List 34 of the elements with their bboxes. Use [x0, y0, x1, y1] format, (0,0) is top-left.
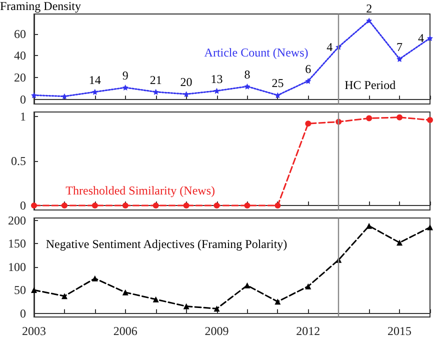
y-tick-label: 150: [8, 236, 26, 251]
x-tick-label: 2003: [22, 324, 46, 338]
series-label: Thresholded Similarity (News): [66, 184, 215, 198]
x-tick-label: 2015: [388, 324, 412, 338]
y-tick-label: 0.5: [11, 154, 26, 168]
x-tick-label: 2009: [204, 324, 229, 338]
y-tick-label: 50: [14, 283, 26, 298]
y-tick-label: 100: [8, 260, 26, 274]
annotation: 9: [122, 68, 128, 83]
text: Negative Sentiment Adjectives (Framing Polarity): [46, 236, 288, 251]
x-tick-label: 2012: [296, 324, 320, 338]
annotation: 4: [326, 40, 333, 54]
y-tick-label: 0: [20, 198, 26, 213]
y-tick-label: 0: [20, 306, 26, 320]
y-tick-label: 0: [20, 92, 26, 107]
annotation: 8: [244, 67, 250, 82]
ref-line-label: HC Period: [344, 78, 396, 92]
annotation: 13: [210, 72, 223, 86]
y-tick-label: 20: [14, 70, 26, 85]
annotation: 4: [418, 31, 424, 46]
y-tick-label: 60: [14, 26, 26, 41]
annotation: 20: [180, 75, 192, 90]
annotation: 25: [272, 76, 284, 90]
y-tick-label: 200: [8, 213, 26, 228]
text: Framing Density: [0, 0, 81, 13]
annotation: 2: [366, 2, 372, 16]
annotation: 7: [396, 40, 403, 54]
annotation: 14: [88, 72, 101, 87]
x-tick-label: 2006: [113, 324, 138, 338]
y-tick-label: 1: [20, 109, 26, 124]
annotation: 21: [150, 72, 162, 87]
annotation: 6: [305, 62, 312, 76]
series-label: Article Count (News): [204, 45, 308, 60]
y-tick-label: 40: [14, 48, 26, 63]
